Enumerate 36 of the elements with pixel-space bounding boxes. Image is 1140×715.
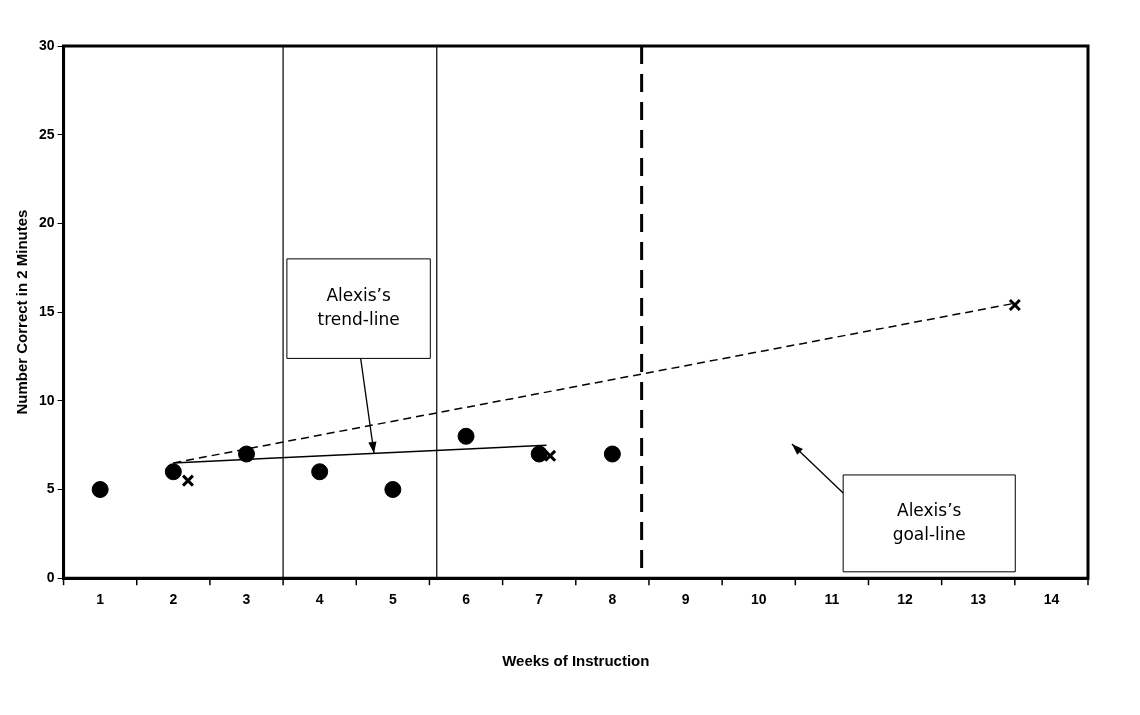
x-tick-label: 11	[824, 591, 840, 608]
point	[181, 474, 195, 488]
annotation: Alexis’s trend-line	[317, 285, 400, 330]
x-tick-label: 9	[681, 591, 690, 608]
point	[238, 445, 256, 463]
x-tick-label: 3	[242, 591, 251, 608]
y-tick-label: 0	[46, 569, 55, 586]
x-tick-label: 5	[388, 591, 397, 608]
point	[1008, 298, 1022, 312]
point	[603, 445, 621, 463]
point	[384, 481, 402, 498]
x-tick-label: 1	[96, 591, 105, 608]
x-tick-label: 8	[608, 591, 617, 608]
y-tick-label: 30	[38, 36, 55, 53]
x-tick-label: 12	[897, 591, 914, 608]
x-tick-label: 10	[750, 591, 767, 608]
y-tick-label: 15	[38, 302, 55, 319]
x-tick-label: 7	[535, 591, 544, 608]
x-tick-label: 6	[462, 591, 471, 608]
point	[91, 481, 109, 498]
y-tick-label: 10	[38, 391, 55, 408]
annotation: Alexis’s goal-line	[892, 499, 966, 544]
point	[311, 463, 329, 481]
y-tick-label: 25	[38, 125, 55, 142]
x-axis-title: Weeks of Instruction	[502, 652, 650, 670]
x-tick-label: 14	[1043, 591, 1060, 608]
y-tick-label: 5	[46, 480, 55, 497]
point	[457, 427, 475, 445]
x-tick-label: 4	[315, 591, 324, 608]
x-tick-label: 2	[169, 591, 178, 608]
point	[164, 463, 182, 481]
y-tick-label: 20	[38, 214, 55, 231]
point	[530, 445, 548, 463]
y-axis-title: Number Correct in 2 Minutes	[13, 209, 31, 415]
point	[543, 449, 557, 463]
x-tick-label: 13	[970, 591, 987, 608]
